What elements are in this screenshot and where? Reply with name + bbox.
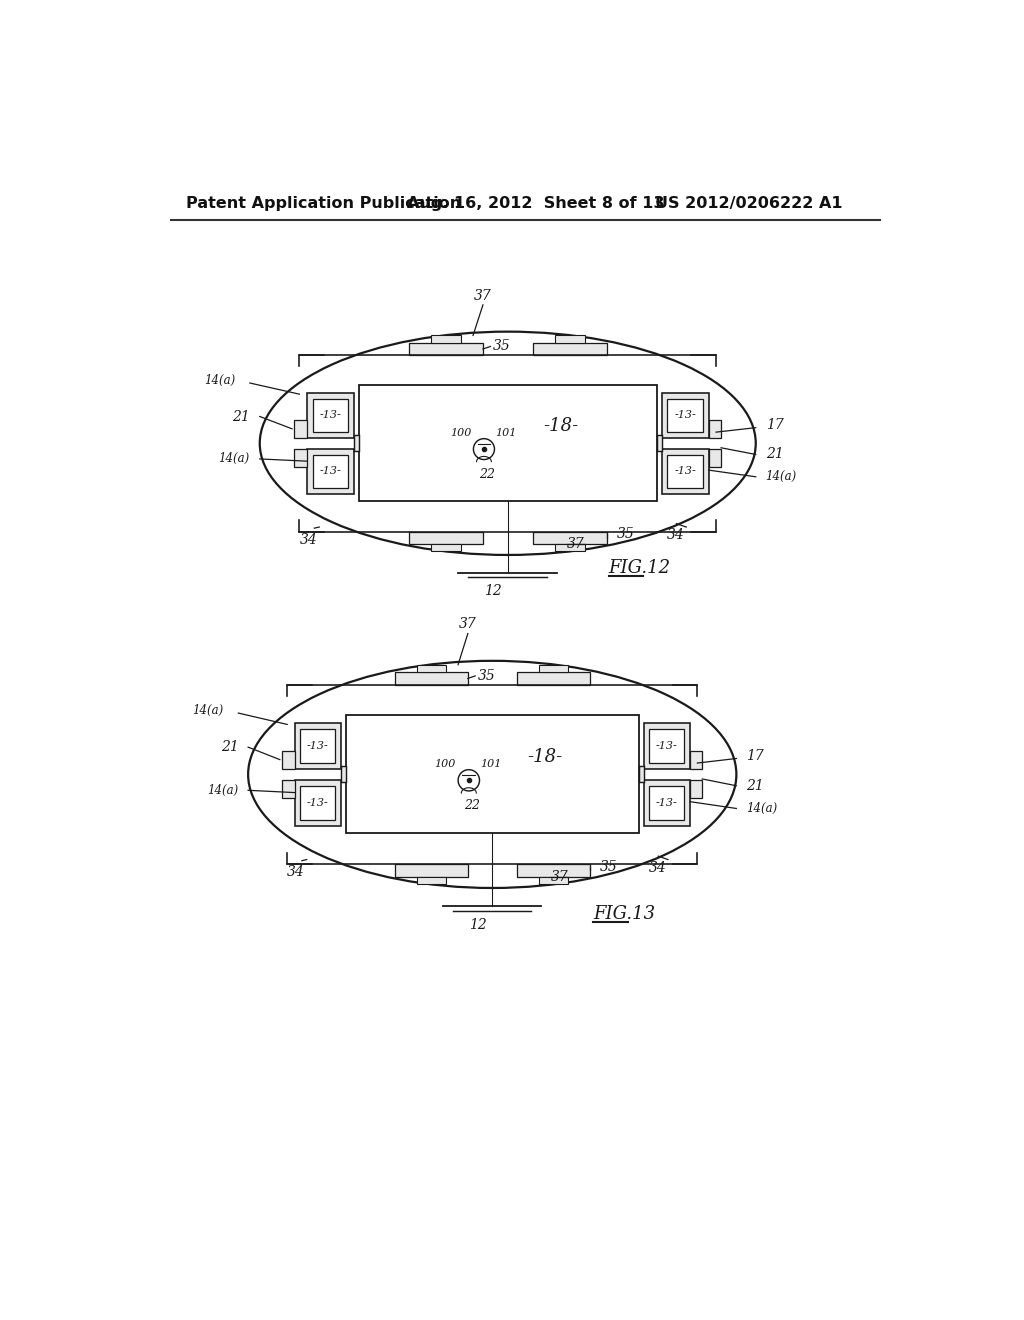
Bar — [532, 532, 607, 544]
Bar — [359, 385, 656, 502]
Text: 21: 21 — [746, 779, 764, 793]
Text: 21: 21 — [766, 447, 783, 462]
Bar — [295, 723, 341, 768]
Text: FIG.12: FIG.12 — [608, 558, 671, 577]
Bar — [668, 454, 702, 488]
Text: 12: 12 — [469, 917, 486, 932]
Bar — [312, 399, 348, 432]
Bar — [644, 723, 690, 768]
Text: 101: 101 — [496, 429, 517, 438]
Text: -13-: -13- — [307, 797, 329, 808]
Text: 14(a): 14(a) — [218, 453, 250, 466]
Text: 35: 35 — [616, 527, 635, 541]
Text: -13-: -13- — [319, 411, 341, 420]
Text: 100: 100 — [434, 759, 456, 770]
Text: 21: 21 — [232, 409, 250, 424]
Text: 17: 17 — [766, 418, 783, 433]
Bar — [283, 751, 295, 768]
Bar — [649, 785, 684, 820]
Bar — [431, 544, 461, 552]
Bar — [668, 399, 702, 432]
Bar — [409, 532, 483, 544]
Text: -18-: -18- — [527, 747, 562, 766]
Bar — [662, 393, 709, 438]
Text: 17: 17 — [746, 750, 764, 763]
Bar — [354, 436, 359, 451]
Bar — [555, 544, 585, 552]
Text: 37: 37 — [459, 618, 477, 631]
Text: -13-: -13- — [656, 797, 678, 808]
Text: 21: 21 — [220, 741, 239, 754]
Bar — [346, 715, 639, 833]
Bar — [690, 780, 702, 799]
Text: 14(a): 14(a) — [746, 803, 777, 814]
Bar — [283, 780, 295, 799]
Bar — [662, 449, 709, 494]
Bar — [409, 343, 483, 355]
Text: Aug. 16, 2012  Sheet 8 of 13: Aug. 16, 2012 Sheet 8 of 13 — [407, 195, 665, 211]
Bar — [532, 343, 607, 355]
Text: 22: 22 — [479, 467, 495, 480]
Bar — [690, 751, 702, 768]
Bar — [649, 729, 684, 763]
Bar — [709, 420, 721, 438]
Bar — [295, 420, 307, 438]
Text: 14(a): 14(a) — [204, 375, 234, 387]
Text: 22: 22 — [464, 800, 480, 812]
Text: 14(a): 14(a) — [766, 470, 797, 483]
Text: -13-: -13- — [656, 741, 678, 751]
Bar — [300, 729, 335, 763]
Text: 34: 34 — [287, 866, 305, 879]
Text: 37: 37 — [551, 870, 568, 883]
Bar — [417, 876, 445, 884]
Text: -13-: -13- — [674, 466, 696, 477]
Text: 14(a): 14(a) — [207, 784, 239, 797]
Text: Patent Application Publication: Patent Application Publication — [186, 195, 462, 211]
Text: 34: 34 — [667, 528, 684, 543]
Bar — [639, 767, 644, 783]
Bar — [394, 865, 468, 876]
Text: 100: 100 — [450, 429, 471, 438]
Text: -13-: -13- — [319, 466, 341, 477]
Bar — [341, 767, 346, 783]
Bar — [539, 665, 568, 672]
Text: FIG.13: FIG.13 — [593, 906, 655, 923]
Bar — [656, 436, 662, 451]
Text: 34: 34 — [648, 861, 667, 875]
Bar — [517, 865, 590, 876]
Text: 37: 37 — [474, 289, 492, 302]
Bar — [417, 665, 445, 672]
Bar — [709, 449, 721, 467]
Text: 37: 37 — [567, 537, 585, 550]
Text: 34: 34 — [299, 533, 317, 546]
Text: US 2012/0206222 A1: US 2012/0206222 A1 — [655, 195, 843, 211]
Text: 35: 35 — [477, 669, 496, 682]
Bar — [312, 454, 348, 488]
Bar — [307, 393, 354, 438]
Text: -18-: -18- — [544, 417, 579, 434]
Bar — [517, 672, 590, 685]
Bar — [300, 785, 335, 820]
Bar — [431, 335, 461, 343]
Text: 35: 35 — [493, 339, 511, 354]
Bar — [555, 335, 585, 343]
Text: 101: 101 — [480, 759, 502, 770]
Text: 35: 35 — [600, 859, 617, 874]
Bar — [295, 780, 341, 825]
Bar — [394, 672, 468, 685]
Bar — [295, 449, 307, 467]
Text: -13-: -13- — [307, 741, 329, 751]
Text: 12: 12 — [484, 583, 502, 598]
Bar — [539, 876, 568, 884]
Bar — [644, 780, 690, 825]
Text: 14(a): 14(a) — [193, 705, 223, 717]
Bar — [307, 449, 354, 494]
Text: -13-: -13- — [674, 411, 696, 420]
